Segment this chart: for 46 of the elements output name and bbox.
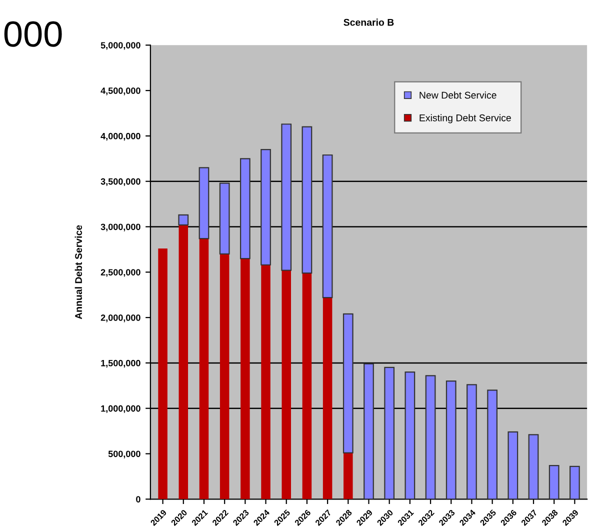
bar bbox=[404, 371, 416, 500]
y-tick-label: 2,000,000 bbox=[100, 314, 140, 322]
bar bbox=[322, 154, 333, 298]
bar bbox=[384, 366, 395, 500]
bar bbox=[302, 126, 312, 274]
legend-label: Existing Debt Service bbox=[420, 114, 511, 124]
text: 000 bbox=[4, 21, 62, 47]
bar bbox=[240, 158, 250, 260]
bar bbox=[198, 167, 210, 240]
bar bbox=[199, 238, 209, 500]
y-tick-label: 1,500,000 bbox=[101, 360, 140, 368]
bar bbox=[178, 224, 188, 500]
bar bbox=[548, 464, 560, 500]
bar bbox=[322, 298, 332, 500]
y-tick-label: 1,000,000 bbox=[101, 405, 140, 414]
bar bbox=[219, 182, 230, 255]
bar bbox=[178, 214, 189, 226]
bar bbox=[220, 254, 230, 500]
y-axis-title: Annual Debt Service bbox=[74, 225, 82, 320]
bar bbox=[364, 363, 374, 500]
y-tick-label: 4,000,000 bbox=[100, 132, 140, 141]
y-tick-label: 3,500,000 bbox=[100, 178, 140, 186]
bar bbox=[344, 452, 353, 500]
bar bbox=[281, 124, 292, 271]
y-tick-label: 2,500,000 bbox=[100, 269, 140, 277]
legend-label: New Debt Service bbox=[420, 92, 496, 99]
y-tick-label: 5,000,000 bbox=[100, 42, 140, 50]
bar bbox=[528, 434, 539, 500]
y-tick-label: 4,500,000 bbox=[100, 88, 140, 96]
bar bbox=[508, 431, 518, 500]
bar bbox=[261, 264, 270, 500]
bar bbox=[570, 466, 580, 500]
y-tick-label: 500,000 bbox=[108, 450, 140, 458]
chart-title: Scenario B bbox=[344, 18, 394, 26]
bar bbox=[342, 313, 354, 454]
bar bbox=[446, 380, 456, 500]
bar bbox=[302, 273, 312, 500]
bar bbox=[158, 248, 168, 500]
bar bbox=[240, 258, 250, 500]
bar bbox=[282, 270, 292, 500]
bar bbox=[425, 375, 436, 500]
bar bbox=[260, 149, 271, 266]
y-tick-label: 3,000,000 bbox=[100, 224, 140, 232]
y-tick-label: 0 bbox=[136, 496, 140, 502]
bar bbox=[466, 384, 477, 500]
bar bbox=[487, 390, 498, 500]
